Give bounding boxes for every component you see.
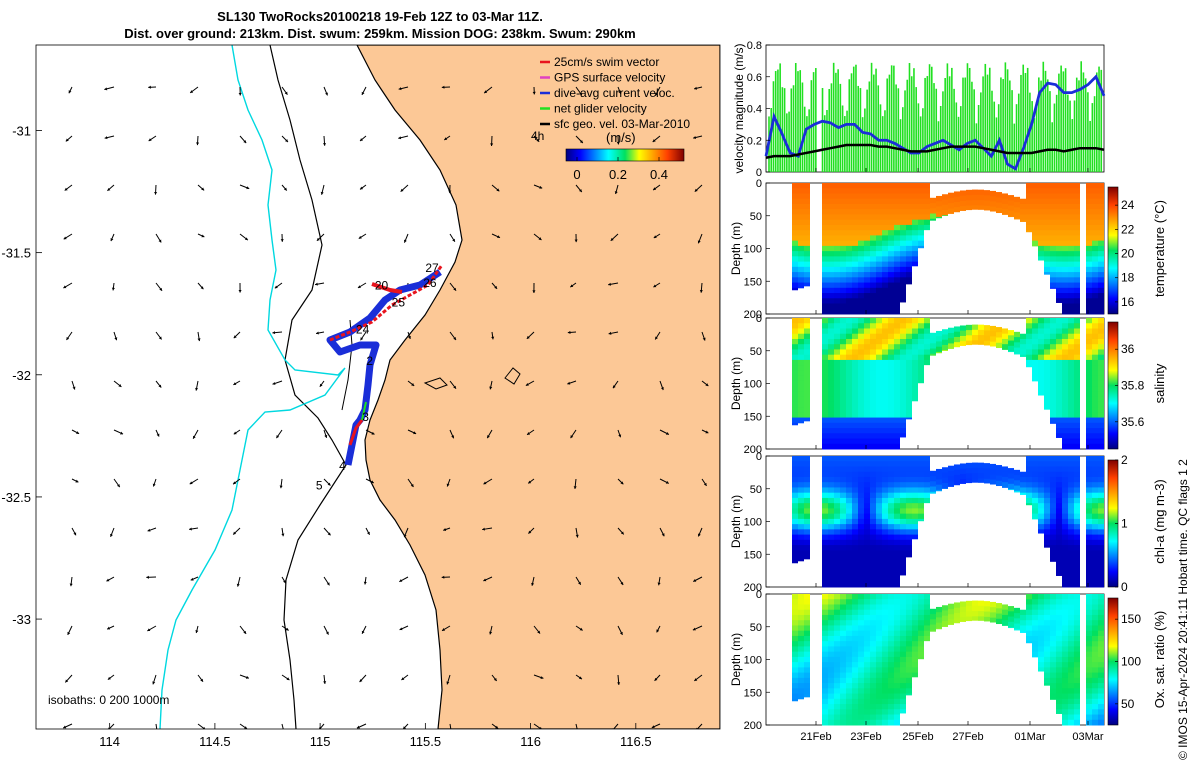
waypoint-label: 24 bbox=[356, 322, 370, 336]
vector-head bbox=[155, 730, 158, 733]
map-colorbar-tick-label: 0 bbox=[573, 167, 580, 182]
legend-label: 25cm/s swim vector bbox=[554, 55, 659, 69]
legend-label: dive-avg current veloc. bbox=[554, 86, 675, 100]
waypoint-label: 20 bbox=[375, 278, 389, 292]
colorbar-unit: (m/s) bbox=[606, 130, 636, 145]
waypoint-label: 5 bbox=[316, 479, 323, 493]
legend-label: sfc geo. vel. 03-Mar-2010 bbox=[554, 117, 690, 131]
waypoint-label: 27 bbox=[425, 261, 439, 275]
lat-tick-label: -32 bbox=[12, 368, 31, 383]
lon-tick-label: 116.5 bbox=[620, 734, 652, 749]
lon-tick-label: 114 bbox=[99, 734, 120, 749]
vector-head bbox=[282, 731, 285, 734]
waypoint-label: 26 bbox=[423, 276, 437, 290]
vector-head bbox=[450, 731, 453, 734]
lat-tick-label: -33 bbox=[12, 612, 31, 627]
legend-label: net glider velocity bbox=[554, 102, 647, 116]
lat-tick-label: -31.5 bbox=[1, 246, 31, 261]
map-colorbar-tick-label: 0.2 bbox=[609, 167, 627, 182]
lon-tick-label: 116 bbox=[520, 734, 541, 749]
lon-tick-label: 115.5 bbox=[410, 734, 442, 749]
legend-label: GPS surface velocity bbox=[554, 71, 665, 85]
waypoint-label: 25 bbox=[392, 295, 406, 309]
isobath-legend-label: isobaths: 0 200 1000m bbox=[48, 693, 169, 707]
map-colorbar-tick-label: 0.4 bbox=[650, 167, 668, 182]
lat-tick-label: -32.5 bbox=[1, 490, 31, 505]
vector-head bbox=[576, 729, 579, 732]
lon-tick-label: 114.5 bbox=[199, 734, 231, 749]
interval-label: 4h bbox=[531, 129, 544, 143]
map-colorbar bbox=[566, 149, 684, 161]
waypoint-label: 2 bbox=[366, 354, 373, 368]
lon-tick-label: 115 bbox=[310, 734, 331, 749]
footer-note: © IMOS 15-Apr-2024 20:41:11 Hobart time.… bbox=[1176, 459, 1190, 760]
lat-tick-label: -31 bbox=[12, 124, 31, 139]
waypoint-label: 4 bbox=[339, 459, 346, 473]
waypoint-label: 3 bbox=[362, 410, 369, 424]
